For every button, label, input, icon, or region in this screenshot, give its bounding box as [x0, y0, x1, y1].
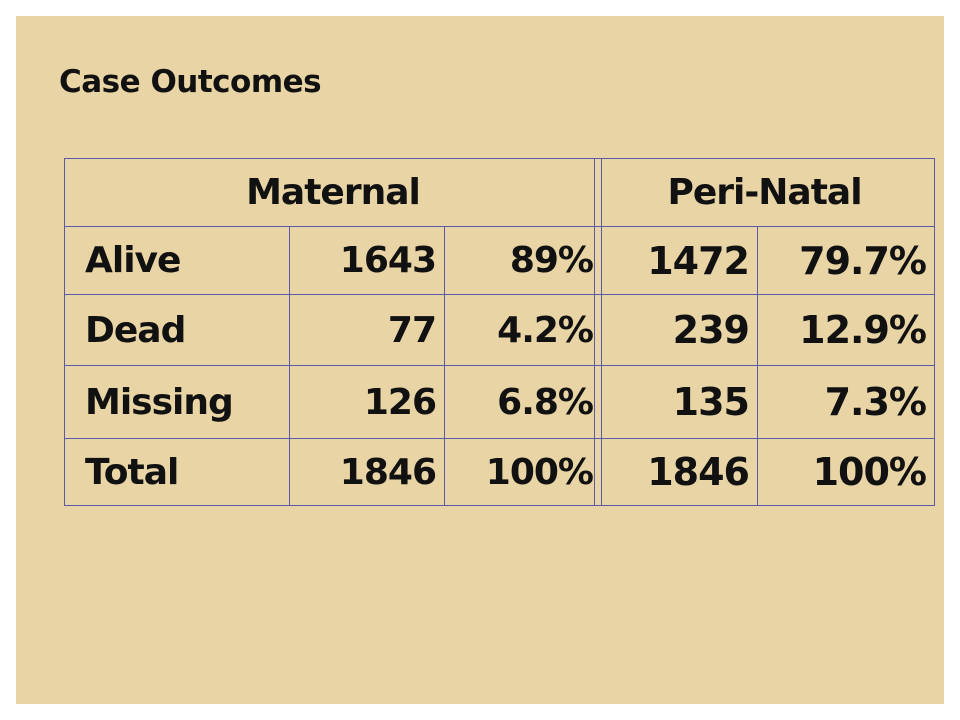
percent-cell: 7.3%	[757, 365, 935, 439]
percent-cell: 100%	[757, 438, 935, 506]
count-cell: 126	[289, 365, 445, 439]
count-cell: 135	[594, 365, 758, 439]
row-label: Missing	[64, 365, 290, 439]
table-row: Dead 77 4.2%	[64, 294, 602, 366]
maternal-header: Maternal	[64, 158, 602, 227]
perinatal-header: Peri-Natal	[594, 158, 935, 227]
maternal-outcomes-table: Maternal Alive 1643 89% Dead 77 4.2% Mis…	[64, 158, 602, 506]
count-cell: 1846	[289, 438, 445, 506]
count-cell: 77	[289, 294, 445, 366]
table-row: 239 12.9%	[594, 294, 935, 366]
row-label: Total	[64, 438, 290, 506]
slide-title: Case Outcomes	[59, 64, 322, 100]
table-row: Total 1846 100%	[64, 438, 602, 506]
percent-cell: 100%	[444, 438, 602, 506]
count-cell: 239	[594, 294, 758, 366]
count-cell: 1643	[289, 226, 445, 295]
table-row: 1472 79.7%	[594, 226, 935, 295]
table-row: 1846 100%	[594, 438, 935, 506]
perinatal-outcomes-table: Peri-Natal 1472 79.7% 239 12.9% 135 7.3%…	[594, 158, 935, 506]
percent-cell: 4.2%	[444, 294, 602, 366]
table-row: Missing 126 6.8%	[64, 365, 602, 439]
percent-cell: 89%	[444, 226, 602, 295]
count-cell: 1472	[594, 226, 758, 295]
count-cell: 1846	[594, 438, 758, 506]
table-row: 135 7.3%	[594, 365, 935, 439]
row-label: Dead	[64, 294, 290, 366]
row-label: Alive	[64, 226, 290, 295]
percent-cell: 12.9%	[757, 294, 935, 366]
percent-cell: 79.7%	[757, 226, 935, 295]
table-row: Alive 1643 89%	[64, 226, 602, 295]
percent-cell: 6.8%	[444, 365, 602, 439]
